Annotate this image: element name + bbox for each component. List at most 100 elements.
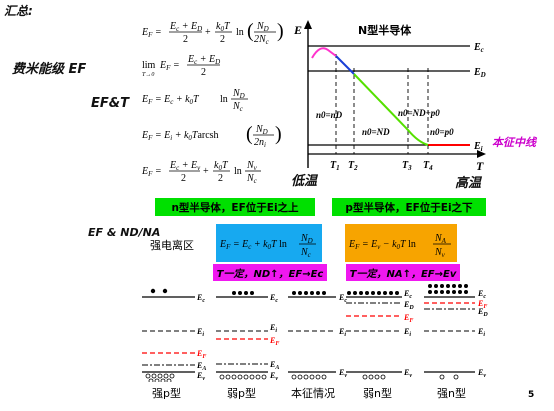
svg-text:Ei: Ei <box>403 327 411 338</box>
svg-text:2Nc: 2Nc <box>254 34 270 46</box>
n-formula-box: EF = Ec + k0T ln ND Nc <box>216 224 322 262</box>
n-type-box: n型半导体，EF位于Ei之上 <box>155 198 315 216</box>
curve-green <box>353 73 429 146</box>
ef-t-note: EF&T <box>91 96 129 111</box>
svg-text:ND: ND <box>232 88 245 100</box>
svg-text:Ec + ED: Ec + ED <box>187 54 220 66</box>
y-axis-label: E <box>293 23 302 37</box>
graph-title: N型半导体 <box>358 23 412 37</box>
svg-text:Ec: Ec <box>269 293 278 304</box>
equation-ef-ec: EF = Ec + k0T ln ND Nc <box>141 88 248 113</box>
equation-ef-arcsh: EF = Ei + k0Tarcsh ( ND 2ni ) <box>141 123 282 149</box>
svg-text:EF: EF <box>269 336 279 347</box>
svg-text:EA: EA <box>269 360 279 371</box>
tick-t4: T4 <box>423 160 433 172</box>
svg-text:Ei: Ei <box>269 323 277 334</box>
svg-text:Nv: Nv <box>246 160 258 172</box>
svg-text:+: + <box>203 166 209 177</box>
svg-text:ND: ND <box>256 21 269 33</box>
equation-ef-intrinsic: EF = Ec + Ev 2 + k0T 2 ln Nv Nc <box>141 160 261 185</box>
curve-blue <box>335 55 355 75</box>
svg-text:Ei: Ei <box>477 327 485 338</box>
summary-note: 汇总: <box>4 4 33 18</box>
strong-ionization-label: 强电离区 <box>150 239 194 252</box>
tick-t2: T2 <box>348 160 358 172</box>
svg-text:EA: EA <box>196 361 206 372</box>
band-weak-n: Ec Ec ED EF Ei Ei Ev Ev <box>338 289 414 380</box>
caption-intrinsic: 本征情况 <box>291 387 335 400</box>
svg-text:Ev: Ev <box>196 371 205 382</box>
svg-text:T→0: T→0 <box>142 72 154 78</box>
svg-text:2: 2 <box>183 34 188 45</box>
p-type-box: p型半导体，EF位于Ei之下 <box>332 198 486 216</box>
ec-label: Ec <box>473 42 484 54</box>
fermi-level-note: 费米能级 EF <box>12 62 87 77</box>
band-intrinsic <box>288 291 336 380</box>
svg-text:Ec + ED: Ec + ED <box>169 21 202 33</box>
svg-text:2: 2 <box>181 173 186 184</box>
region-n0-p0: n0=p0 <box>430 127 454 137</box>
ei-label: Ei <box>473 141 483 153</box>
svg-text:Nc: Nc <box>300 247 312 259</box>
svg-text:EF = Ei + k0Tarcsh: EF = Ei + k0Tarcsh <box>141 130 219 142</box>
n-trend-box: T一定，ND↑，EF→Ec <box>213 264 327 281</box>
svg-text:): ) <box>275 123 282 145</box>
svg-text:Nc: Nc <box>232 101 244 113</box>
caption-strong-n: 强n型 <box>437 387 466 400</box>
ef-nd-na-note: EF & ND/NA <box>88 226 161 239</box>
svg-text:EF = Ec + k0T ln: EF = Ec + k0T ln <box>219 239 287 251</box>
svg-text:(: ( <box>247 20 254 42</box>
ed-label: ED <box>473 67 486 79</box>
svg-text:2ni: 2ni <box>254 137 266 149</box>
ef-temperature-graph: E T N型半导体 Ec ED Ei n0=nD n0=ND n0=ND+p0 … <box>293 20 486 173</box>
svg-text:EF =: EF = <box>141 166 162 178</box>
x-axis-arrow <box>477 150 486 158</box>
svg-text:ND: ND <box>255 124 268 136</box>
band-weak-p: Ec Ei EF EA Ev <box>216 291 279 382</box>
region-n0-nd: n0=ND <box>362 127 390 137</box>
svg-text:EF: EF <box>196 349 206 360</box>
region-n0-nd-p0: n0=ND+p0 <box>398 108 440 118</box>
svg-text:Ec: Ec <box>477 289 486 300</box>
region-n0-nd-low: n0=nD <box>316 110 343 120</box>
svg-text:(: ( <box>246 123 253 145</box>
svg-text:EF = Ec + k0T: EF = Ec + k0T <box>141 94 200 106</box>
band-strong-n: Ec EF ED Ei Ev <box>424 284 488 380</box>
band-diagrams: Ec Ei EF EA Ev Ec Ei EF EA Ev <box>142 284 488 382</box>
svg-text:Ec + Ev: Ec + Ev <box>169 160 201 172</box>
svg-text:ED: ED <box>403 300 414 311</box>
y-axis-arrow <box>304 20 312 29</box>
page-number: 5 <box>528 390 535 400</box>
svg-text:Nc: Nc <box>246 173 258 185</box>
equation-ef-general: EF = Ec + ED 2 + k0T 2 ln ( ND 2Nc ) <box>141 20 284 46</box>
intrinsic-line-note: 本征中线 <box>492 136 536 149</box>
tick-t1: T1 <box>330 160 340 172</box>
svg-text:Ei: Ei <box>338 327 346 338</box>
svg-text:EF =: EF = <box>159 60 180 72</box>
svg-text:+: + <box>205 27 211 38</box>
tick-t3: T3 <box>402 160 412 172</box>
svg-text:Nv: Nv <box>434 247 446 259</box>
caption-weak-p: 弱p型 <box>227 387 256 400</box>
svg-text:EF = Ev − k0T ln: EF = Ev − k0T ln <box>348 239 416 251</box>
svg-text:k0T: k0T <box>216 21 231 33</box>
svg-text:Ev: Ev <box>403 368 412 379</box>
svg-text:Ec: Ec <box>403 289 412 300</box>
p-formula-box: EF = Ev − k0T ln NA Nv <box>345 224 457 262</box>
band-strong-p: Ec Ei EF EA Ev <box>142 288 206 382</box>
low-temp-note: 低温 <box>291 174 318 189</box>
svg-text:k0T: k0T <box>214 160 229 172</box>
svg-text:ND: ND <box>300 233 313 245</box>
x-axis-label: T <box>476 159 484 173</box>
svg-text:Ev: Ev <box>477 368 486 379</box>
svg-text:ln: ln <box>220 94 228 105</box>
curve-pink <box>311 47 337 59</box>
svg-text:): ) <box>277 20 284 42</box>
svg-text:2: 2 <box>218 173 223 184</box>
svg-text:EF: EF <box>403 313 413 324</box>
caption-strong-p: 强p型 <box>152 387 181 400</box>
equations-panel: EF = Ec + ED 2 + k0T 2 ln ( ND 2Nc ) lim… <box>141 20 284 185</box>
svg-text:ln: ln <box>234 166 242 177</box>
svg-text:EF: EF <box>477 299 487 310</box>
svg-text:lim: lim <box>142 60 156 71</box>
